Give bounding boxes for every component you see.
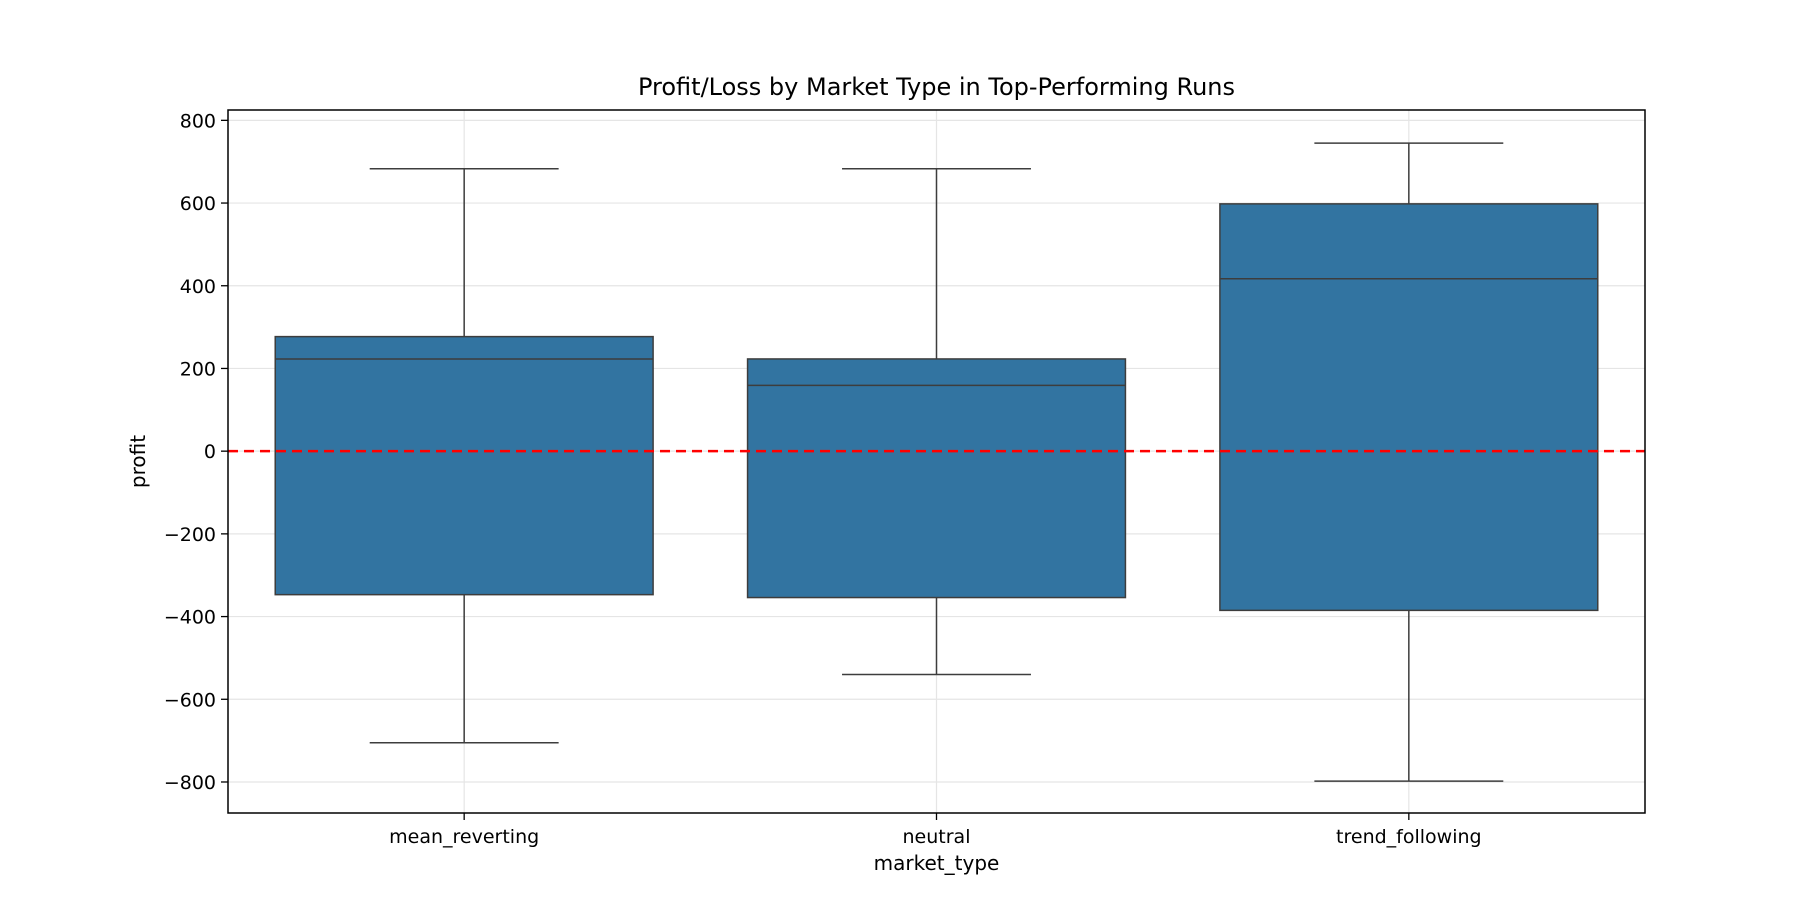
box-neutral bbox=[746, 167, 1127, 676]
ticks: −800 −600 −400 −200 0 200 400 600 800 mean_revert… bbox=[164, 110, 1482, 848]
y-tick-label: 800 bbox=[180, 110, 216, 132]
y-tick-label: 200 bbox=[180, 358, 216, 380]
chart-title: Profit/Loss by Market Type in Top-Perfor… bbox=[638, 73, 1235, 101]
iqr-box bbox=[274, 335, 654, 596]
x-axis-label: market_type bbox=[874, 851, 1000, 875]
box-mean_reverting bbox=[274, 167, 654, 744]
box-trend_following bbox=[1219, 142, 1599, 782]
x-tick-label: neutral bbox=[903, 826, 971, 848]
y-tick-label: 600 bbox=[180, 193, 216, 215]
y-tick-label: −600 bbox=[164, 689, 216, 711]
x-tick-label: mean_reverting bbox=[389, 826, 539, 848]
y-tick-label: −400 bbox=[164, 607, 216, 629]
y-tick-label: 0 bbox=[204, 441, 216, 463]
y-tick-label: −800 bbox=[164, 772, 216, 794]
y-tick-label: −200 bbox=[164, 524, 216, 546]
x-tick-label: trend_following bbox=[1336, 826, 1482, 848]
y-axis-label: profit bbox=[126, 435, 150, 488]
iqr-box bbox=[746, 358, 1127, 599]
boxes bbox=[274, 142, 1599, 782]
iqr-box bbox=[1219, 203, 1599, 612]
y-tick-label: 400 bbox=[180, 276, 216, 298]
